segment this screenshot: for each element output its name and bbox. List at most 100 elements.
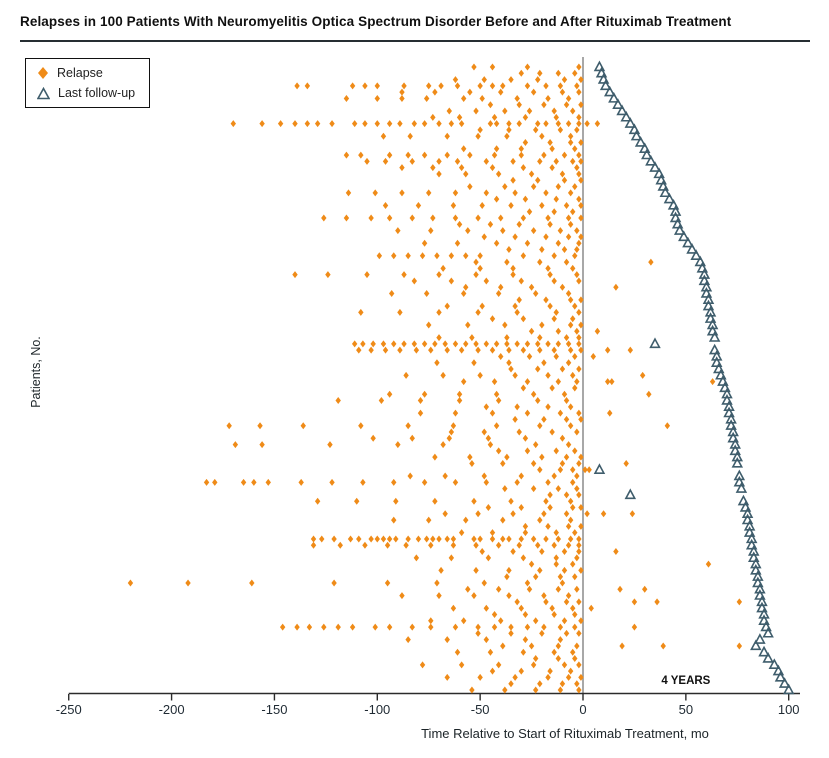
relapse-marker	[524, 63, 531, 71]
relapse-marker	[514, 94, 520, 102]
relapse-marker	[475, 346, 481, 354]
relapse-marker	[516, 120, 522, 128]
relapse-marker	[483, 277, 490, 285]
relapse-marker	[411, 340, 418, 348]
relapse-marker	[576, 541, 582, 549]
relapse-marker	[358, 308, 364, 316]
x-tick-label: -50	[471, 702, 490, 717]
relapse-marker	[535, 340, 541, 348]
relapse-marker	[508, 201, 514, 209]
relapse-marker	[423, 535, 430, 543]
relapse-marker	[563, 453, 570, 461]
relapse-marker	[532, 686, 539, 694]
relapse-marker	[545, 522, 551, 530]
relapse-marker	[563, 629, 570, 637]
relapse-marker	[475, 308, 481, 316]
relapse-marker	[440, 371, 446, 379]
relapse-marker	[524, 340, 531, 348]
relapse-marker	[553, 352, 559, 360]
relapse-marker	[506, 245, 512, 253]
relapse-marker	[436, 170, 442, 178]
relapse-marker	[489, 63, 496, 71]
relapse-marker	[709, 378, 716, 386]
relapse-marker	[463, 283, 469, 291]
relapse-marker	[578, 201, 584, 209]
relapse-marker	[539, 453, 545, 461]
four-years-annotation: 4 YEARS	[661, 675, 710, 687]
relapse-marker	[362, 120, 368, 128]
relapse-marker	[391, 478, 397, 486]
relapse-marker	[664, 422, 671, 430]
relapse-marker	[473, 566, 479, 574]
last-followup-marker	[752, 576, 764, 588]
last-followup-marker	[638, 142, 651, 154]
relapse-marker	[327, 441, 333, 449]
relapse-marker	[551, 315, 557, 323]
relapse-marker	[382, 157, 389, 165]
relapse-marker	[572, 352, 578, 360]
relapse-marker	[374, 120, 380, 128]
last-followup-marker	[750, 639, 762, 651]
relapse-marker	[481, 233, 487, 241]
relapse-marker	[553, 157, 559, 165]
relapse-marker	[469, 334, 475, 342]
relapse-marker	[483, 157, 490, 165]
relapse-marker	[504, 453, 510, 461]
relapse-marker	[428, 227, 434, 235]
relapse-marker	[471, 592, 477, 600]
relapse-marker	[397, 346, 403, 354]
relapse-marker	[557, 409, 564, 417]
last-followup-marker	[743, 526, 756, 537]
relapse-marker	[444, 673, 450, 681]
relapse-marker	[471, 497, 477, 505]
relapse-marker	[471, 535, 477, 543]
relapse-marker	[362, 82, 368, 90]
relapse-marker	[584, 510, 590, 518]
relapse-marker	[405, 636, 411, 644]
relapse-marker	[570, 157, 576, 165]
relapse-marker	[493, 120, 500, 128]
relapse-marker	[551, 107, 557, 115]
relapse-marker	[520, 164, 527, 172]
relapse-marker	[489, 409, 496, 417]
relapse-marker	[428, 623, 434, 631]
last-followup-marker	[733, 469, 746, 481]
relapse-marker	[469, 686, 475, 694]
relapse-marker	[541, 359, 547, 367]
relapse-marker	[399, 88, 405, 96]
relapse-marker	[506, 120, 512, 128]
relapse-marker	[498, 88, 504, 96]
relapse-marker	[600, 510, 607, 518]
relapse-marker	[395, 227, 401, 235]
relapse-marker	[532, 617, 539, 625]
relapse-marker	[613, 548, 619, 556]
relapse-marker	[380, 340, 387, 348]
relapse-marker	[570, 208, 576, 216]
relapse-marker	[524, 579, 531, 587]
relapse-marker	[530, 535, 537, 543]
relapse-marker	[409, 214, 415, 222]
relapse-marker	[343, 94, 350, 102]
relapse-marker	[471, 63, 477, 71]
relapse-marker	[551, 346, 557, 354]
relapse-marker	[555, 120, 562, 128]
relapse-marker	[500, 459, 506, 467]
relapse-marker	[654, 598, 660, 606]
x-tick-label: 0	[579, 702, 586, 717]
relapse-marker	[292, 120, 298, 128]
relapse-marker	[553, 113, 559, 121]
relapse-marker	[500, 642, 506, 650]
relapse-marker	[528, 283, 535, 291]
relapse-marker	[448, 554, 455, 562]
relapse-marker	[421, 120, 428, 128]
relapse-marker	[522, 139, 529, 147]
last-followup-marker	[754, 633, 766, 644]
relapse-marker	[467, 151, 473, 159]
relapse-marker	[349, 623, 356, 631]
relapse-marker	[570, 648, 576, 656]
relapse-marker	[535, 365, 541, 373]
last-followup-marker	[768, 658, 781, 670]
relapse-marker	[578, 233, 584, 241]
relapse-marker	[378, 397, 385, 405]
